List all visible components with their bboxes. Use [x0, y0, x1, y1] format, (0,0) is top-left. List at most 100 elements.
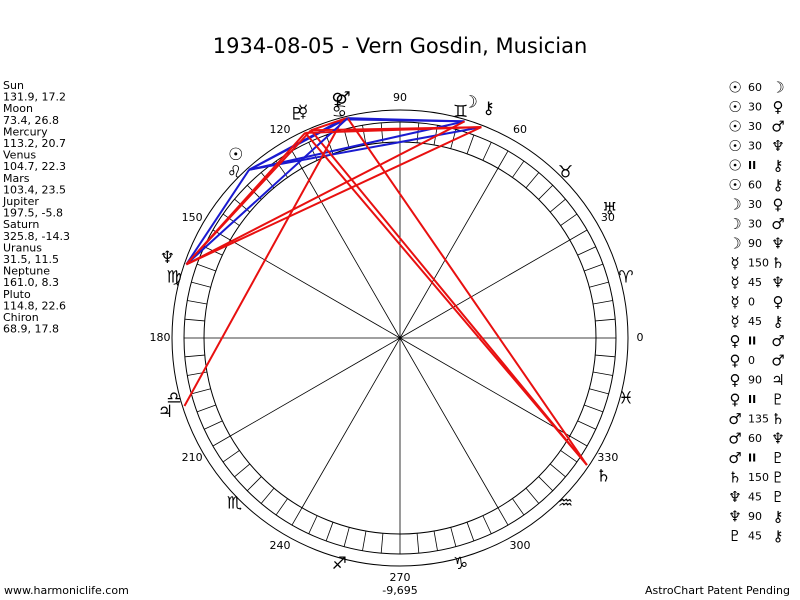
planet-name: Venus: [3, 149, 36, 162]
ring-tick: [512, 498, 525, 516]
ring-tick: [184, 318, 205, 322]
ring-tick: [589, 281, 609, 288]
aspect-planet: ♂: [771, 332, 784, 350]
zodiac-sign: ♐: [332, 554, 347, 574]
aspect-planet: ♆: [771, 274, 784, 292]
planet-position: 113.2, 20.7: [3, 137, 66, 150]
bottom-value: -9,695: [382, 584, 417, 597]
spoke: [301, 337, 401, 508]
degree-label: 210: [182, 451, 203, 464]
aspect-planet: ♇: [771, 391, 784, 409]
ring-tick: [196, 263, 216, 272]
aspect-planet: ♆: [728, 488, 741, 506]
aspect-planet: ♃: [771, 371, 784, 389]
spoke: [399, 337, 570, 437]
aspect-angle: II: [748, 393, 756, 406]
planet-glyph: ☉: [228, 145, 243, 165]
aspect-planet: ♀: [773, 196, 784, 214]
planet-glyph: ♆: [160, 248, 175, 268]
degree-label: 270: [390, 571, 411, 584]
planet-glyph: ♃: [158, 402, 173, 422]
ring-tick: [291, 507, 303, 526]
aspect-angle: 90: [748, 374, 762, 387]
ring-tick: [560, 213, 578, 226]
aspect-angle: 45: [748, 315, 762, 328]
ring-tick: [362, 530, 367, 551]
aspect-angle: 45: [748, 530, 762, 543]
zodiac-sign: ♌: [227, 163, 242, 183]
aspect-angle: 150: [748, 257, 769, 270]
aspect-angle: 30: [748, 120, 762, 133]
spoke: [399, 239, 570, 339]
aspect-planet: ☉: [728, 79, 741, 97]
ring-tick: [482, 515, 492, 534]
ring-tick: [343, 527, 350, 547]
planet-glyph: ♂: [335, 89, 350, 109]
aspect-planet: ♇: [771, 488, 784, 506]
planet-glyph: ☽: [463, 92, 478, 112]
ring-tick: [191, 281, 211, 288]
degree-label: 90: [393, 91, 407, 104]
ring-tick: [560, 450, 578, 463]
planet-glyph: ♄: [596, 466, 611, 486]
aspect-planet: ☽: [728, 235, 741, 253]
planet-name: Chiron: [3, 311, 39, 324]
planet-name: Mercury: [3, 125, 48, 138]
aspect-planet: ☿: [730, 293, 739, 311]
aspect-line: [185, 126, 482, 266]
ring-tick: [549, 198, 566, 213]
ring-tick: [512, 160, 525, 178]
aspect-line: [185, 169, 250, 265]
ring-tick: [595, 354, 616, 358]
planet-name: Sun: [3, 79, 24, 92]
ring-tick: [466, 134, 475, 154]
planet-position: 73.4, 26.8: [3, 114, 59, 127]
ring-tick: [525, 172, 540, 189]
aspect-angle: 150: [748, 471, 769, 484]
aspect-line: [185, 117, 349, 266]
aspect-planet: ♀: [730, 371, 741, 389]
aspect-line: [305, 126, 482, 134]
aspect-angle: 30: [748, 101, 762, 114]
aspect-planet: ☉: [728, 176, 741, 194]
aspect-planet: ☿: [730, 254, 739, 272]
aspect-angle: 60: [748, 81, 762, 94]
aspect-planet: ⚷: [773, 508, 784, 526]
aspect-planet: ♆: [771, 137, 784, 155]
aspect-angle: 0: [748, 296, 755, 309]
ring-tick: [450, 527, 457, 547]
ring-tick: [433, 530, 438, 551]
ring-tick: [595, 318, 616, 322]
aspect-line: [185, 120, 466, 266]
aspect-planet: ☽: [728, 196, 741, 214]
aspect-planet: ♀: [730, 352, 741, 370]
ring-tick: [466, 522, 475, 542]
aspect-planet: ⚷: [773, 313, 784, 331]
planet-position: 161.0, 8.3: [3, 276, 59, 289]
ring-tick: [191, 388, 211, 395]
ring-tick: [569, 229, 588, 241]
aspect-line: [347, 117, 465, 123]
footer-right: AstroChart Patent Pending: [645, 584, 790, 597]
ring-tick: [275, 498, 288, 516]
degree-label: 120: [270, 123, 291, 136]
ring-tick: [497, 150, 509, 169]
aspect-angle: II: [748, 335, 756, 348]
spoke: [399, 168, 499, 339]
aspect-planet: ♂: [771, 215, 784, 233]
planet-position: 103.4, 23.5: [3, 183, 66, 196]
aspect-planet: ☿: [730, 274, 739, 292]
aspect-planet: ☿: [730, 313, 739, 331]
planet-name: Pluto: [3, 288, 31, 301]
degree-label: 150: [182, 211, 203, 224]
aspect-planet: ♂: [728, 449, 741, 467]
spoke: [301, 168, 401, 339]
aspect-planet: ♀: [730, 391, 741, 409]
spoke: [230, 239, 401, 339]
planet-glyph: ⚷: [482, 98, 494, 118]
aspect-planet: ♆: [728, 508, 741, 526]
ring-tick: [549, 463, 566, 478]
aspect-planet: ♂: [771, 352, 784, 370]
zodiac-sign: ♒: [558, 493, 573, 513]
zodiac-sign: ♍: [166, 267, 181, 287]
